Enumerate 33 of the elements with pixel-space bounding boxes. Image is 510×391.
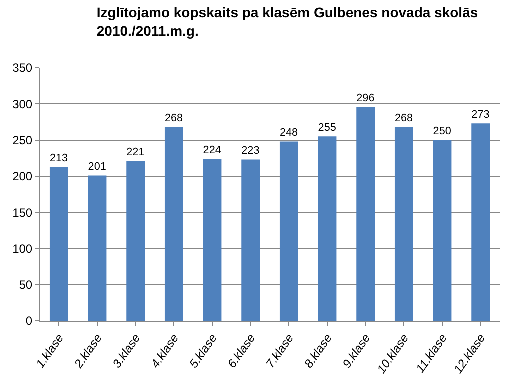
data-label: 224: [203, 144, 222, 156]
y-tick-label: 50: [19, 278, 33, 292]
y-tick-label: 250: [12, 133, 33, 148]
data-label: 248: [280, 127, 298, 140]
data-label: 213: [50, 152, 68, 164]
data-label: 273: [472, 108, 490, 121]
bar: [88, 176, 107, 321]
bar: [318, 136, 337, 321]
data-label: 201: [88, 160, 106, 173]
y-tick-label: 200: [12, 170, 33, 184]
bar: [50, 167, 68, 321]
bar: [394, 127, 414, 321]
bar: [126, 161, 146, 321]
chart-title: Izglītojamo kopskaits pa klasēm Gulbenes novada skolās 2010./2011.m.g.: [96, 4, 478, 39]
data-label: 255: [318, 122, 336, 134]
data-label: 268: [394, 112, 414, 125]
y-tick-label: 350: [12, 61, 33, 76]
y-tick-label: 0: [26, 314, 33, 328]
data-label: 250: [433, 126, 452, 138]
bar: [280, 142, 298, 321]
bar: [356, 107, 376, 321]
y-tick-label: 100: [12, 242, 33, 256]
bar: [203, 159, 222, 321]
bar: [242, 160, 260, 321]
data-label: 221: [126, 146, 145, 159]
data-label: 268: [164, 112, 184, 125]
data-label: 223: [242, 145, 260, 158]
data-label: 296: [356, 92, 375, 104]
y-tick-label: 150: [12, 206, 33, 220]
bar: [433, 140, 452, 321]
bar: [472, 124, 490, 321]
bar: [164, 127, 184, 321]
y-tick-label: 300: [12, 97, 33, 112]
